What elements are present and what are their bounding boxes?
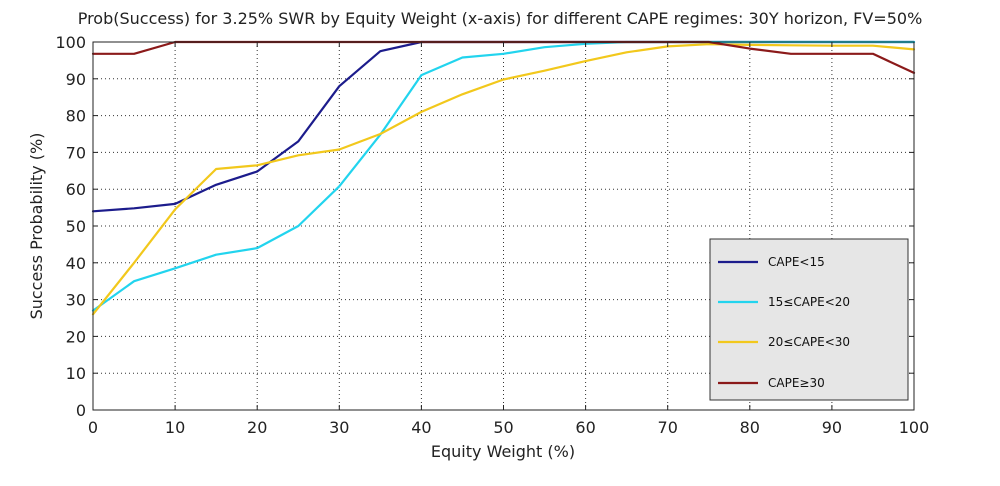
x-tick-label: 40 bbox=[411, 418, 431, 437]
legend-label-1: CAPE<15 bbox=[768, 255, 825, 269]
y-tick-label: 10 bbox=[66, 364, 86, 383]
legend-label-3: 20≤CAPE<30 bbox=[768, 335, 850, 349]
y-tick-label: 50 bbox=[66, 217, 86, 236]
legend: CAPE<15 15≤CAPE<20 20≤CAPE<30 CAPE≥30 bbox=[709, 238, 909, 401]
y-tick-label: 30 bbox=[66, 291, 86, 310]
axis-ticks: 0 10 20 30 40 50 60 70 80 90 100 0 10 20 30 40 50 60 70 80 9… bbox=[55, 33, 929, 437]
y-tick-label: 40 bbox=[66, 254, 86, 273]
x-tick-label: 20 bbox=[247, 418, 267, 437]
y-tick-label: 80 bbox=[66, 107, 86, 126]
y-tick-label: 70 bbox=[66, 143, 86, 162]
legend-box bbox=[709, 238, 909, 401]
y-tick-label: 90 bbox=[66, 70, 86, 89]
y-tick-label: 100 bbox=[55, 33, 86, 52]
x-tick-label: 50 bbox=[493, 418, 513, 437]
y-axis-label: Success Probability (%) bbox=[27, 133, 46, 320]
x-tick-label: 80 bbox=[740, 418, 760, 437]
y-tick-label: 60 bbox=[66, 180, 86, 199]
x-tick-label: 30 bbox=[329, 418, 349, 437]
legend-label-4: CAPE≥30 bbox=[768, 376, 825, 390]
x-tick-label: 60 bbox=[575, 418, 595, 437]
x-tick-label: 70 bbox=[658, 418, 678, 437]
x-tick-label: 100 bbox=[899, 418, 930, 437]
y-tick-label: 20 bbox=[66, 327, 86, 346]
x-axis-label: Equity Weight (%) bbox=[431, 442, 575, 461]
chart-title: Prob(Success) for 3.25% SWR by Equity We… bbox=[78, 9, 923, 28]
series-line-3 bbox=[91, 43, 916, 316]
y-tick-label: 0 bbox=[76, 401, 86, 420]
x-tick-label: 0 bbox=[88, 418, 98, 437]
x-tick-label: 10 bbox=[165, 418, 185, 437]
legend-label-2: 15≤CAPE<20 bbox=[768, 295, 850, 309]
x-tick-label: 90 bbox=[822, 418, 842, 437]
